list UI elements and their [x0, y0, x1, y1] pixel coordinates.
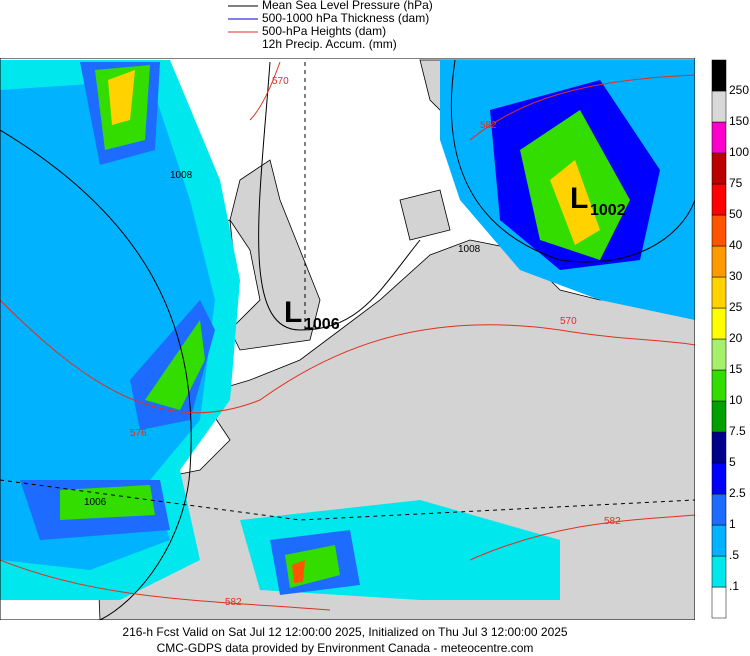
colorbar-label: 250: [729, 83, 749, 97]
contour-label: 570: [272, 76, 289, 87]
low-letter: L: [570, 182, 588, 215]
colorbar-label: 30: [729, 269, 743, 283]
contour-label: 582: [480, 120, 497, 131]
colorbar-label: 2.5: [729, 486, 746, 500]
colorbar-segment: [711, 555, 727, 588]
colorbar-segment: [711, 59, 727, 92]
low-letter: L: [284, 296, 302, 329]
colorbar-segment: [711, 400, 727, 433]
contour-label: 570: [560, 316, 577, 327]
colorbar-segment: [711, 276, 727, 309]
colorbar-label: 1: [729, 517, 736, 531]
colorbar-segment: [711, 586, 727, 619]
colorbar-label: 7.5: [729, 424, 746, 438]
colorbar-segment: [711, 152, 727, 185]
contours: [0, 59, 695, 620]
legend-label: 500-1000 hPa Thickness (dam): [262, 11, 429, 25]
colorbar-label: 20: [729, 331, 743, 345]
colorbar-segment: [711, 307, 727, 340]
colorbar-segment: [711, 245, 727, 278]
colorbar-label: 100: [729, 145, 749, 159]
colorbar-label: 150: [729, 114, 749, 128]
map: [0, 58, 695, 620]
colorbar-label: 10: [729, 393, 743, 407]
colorbar-segment: [711, 369, 727, 402]
colorbar-label: 15: [729, 362, 743, 376]
footer-line: CMC-GDPS data provided by Environment Ca…: [157, 641, 534, 655]
colorbar-label: 50: [729, 207, 743, 221]
colorbar-label: 25: [729, 300, 743, 314]
colorbar-segment: [711, 493, 727, 526]
contour-label: 1008: [458, 244, 481, 255]
legend-label: Mean Sea Level Pressure (hPa): [262, 0, 433, 12]
footer-line: 216-h Fcst Valid on Sat Jul 12 12:00:00 …: [122, 625, 568, 639]
colorbar-label: 5: [729, 455, 736, 469]
colorbar-label: .1: [729, 579, 739, 593]
contour-label: 1008: [170, 170, 193, 181]
contour-label: 1006: [84, 497, 107, 508]
contour-label: 576: [130, 428, 147, 439]
colorbar-segment: [711, 121, 727, 154]
low-pressure: 1002: [590, 202, 626, 219]
colorbar-segment: [711, 462, 727, 495]
legend-note: 12h Precip. Accum. (mm): [262, 37, 397, 51]
contour-label: 582: [225, 597, 242, 608]
colorbar-segment: [711, 214, 727, 247]
colorbar-segment: [711, 431, 727, 464]
contour-label: 582: [604, 516, 621, 527]
colorbar-segment: [711, 90, 727, 123]
colorbar-segment: [711, 183, 727, 216]
colorbar-label: 75: [729, 176, 743, 190]
colorbar-label: 40: [729, 238, 743, 252]
colorbar-segment: [711, 524, 727, 557]
low-pressure: 1006: [304, 316, 340, 333]
colorbar-segment: [711, 338, 727, 371]
colorbar-label: .5: [729, 548, 739, 562]
legend-label: 500-hPa Heights (dam): [262, 24, 386, 38]
